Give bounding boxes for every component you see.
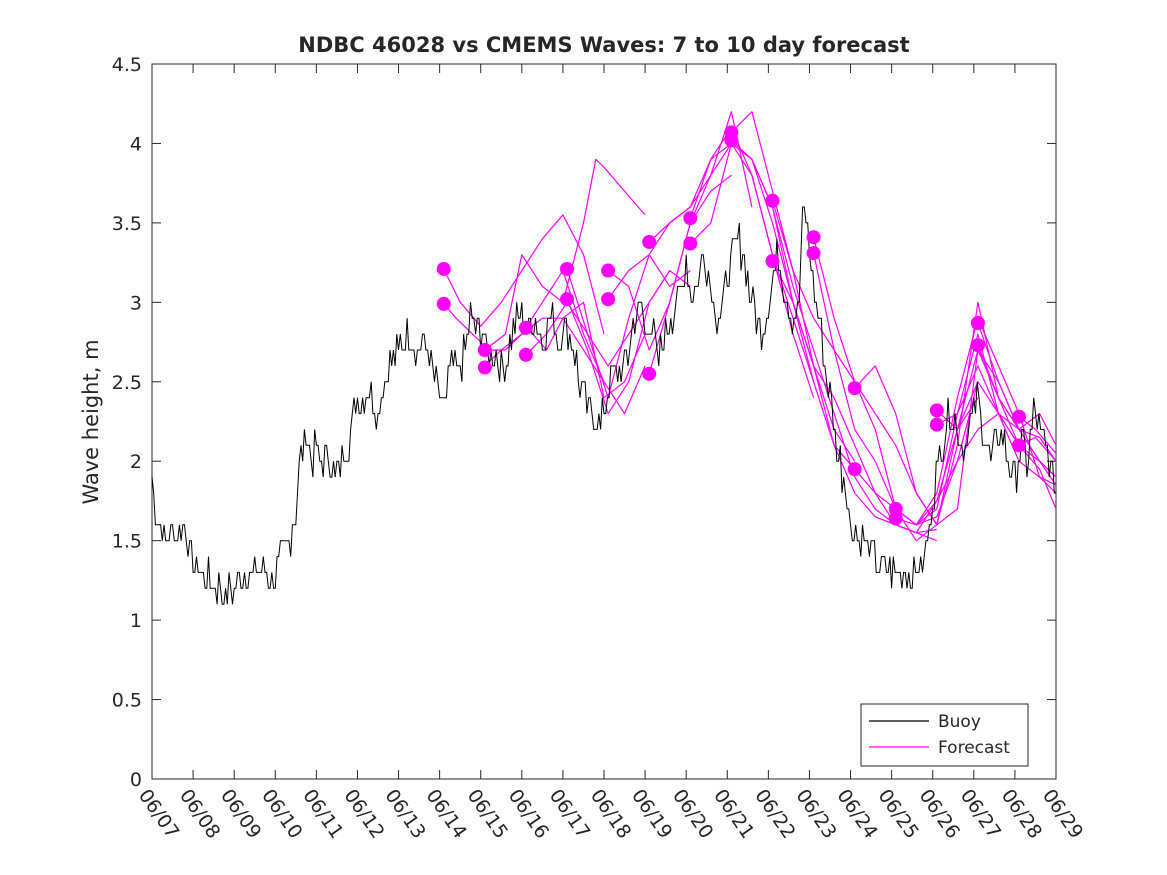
legend: Buoy Forecast bbox=[860, 703, 1029, 767]
forecast-line bbox=[443, 214, 605, 335]
forecast-start-marker bbox=[765, 254, 780, 269]
forecast-line bbox=[566, 254, 691, 399]
forecast-start-marker bbox=[970, 315, 985, 330]
y-tick-label: 4.5 bbox=[112, 54, 142, 76]
forecast-start-marker bbox=[601, 263, 616, 278]
forecast-start-marker bbox=[1012, 438, 1027, 453]
forecast-start-marker bbox=[560, 261, 575, 276]
forecast-line bbox=[443, 303, 605, 383]
forecast-line bbox=[854, 301, 1057, 526]
y-tick-label: 0 bbox=[130, 769, 142, 791]
y-tick-label: 1.5 bbox=[112, 531, 142, 553]
forecast-line bbox=[977, 322, 1057, 486]
y-tick-label: 3.5 bbox=[112, 213, 142, 235]
forecast-start-marker bbox=[518, 347, 533, 362]
forecast-start-marker bbox=[970, 338, 985, 353]
y-tick-label: 3 bbox=[130, 292, 142, 314]
forecast-start-marker bbox=[683, 211, 698, 226]
forecast-start-marker bbox=[477, 360, 492, 375]
forecast-start-marker bbox=[806, 246, 821, 261]
legend-buoy-label: Buoy bbox=[938, 712, 981, 732]
y-tick-label: 4 bbox=[130, 133, 142, 155]
forecast-start-marker bbox=[477, 343, 492, 357]
forecast-start-marker bbox=[847, 462, 862, 477]
forecast-start-marker bbox=[642, 234, 657, 249]
y-axis-label: Wave height, m bbox=[79, 339, 103, 504]
forecast-start-marker bbox=[683, 236, 698, 251]
forecast-start-marker bbox=[847, 381, 862, 396]
y-tick-label: 1 bbox=[130, 610, 142, 632]
axes-box bbox=[151, 63, 1057, 780]
forecast-line bbox=[484, 158, 646, 351]
forecast-start-marker bbox=[642, 366, 657, 381]
forecast-start-markers bbox=[436, 125, 1027, 526]
buoy-line bbox=[151, 206, 1056, 605]
y-tick-label: 0.5 bbox=[112, 690, 142, 712]
forecast-start-marker bbox=[929, 403, 944, 418]
forecast-line bbox=[525, 301, 646, 399]
forecast-start-marker bbox=[806, 230, 821, 245]
y-tick-label: 2 bbox=[130, 451, 142, 473]
y-axis: 0 0.5 1 1.5 2 2.5 3 3.5 4 4.5 bbox=[112, 54, 1056, 791]
forecast-line bbox=[689, 142, 856, 462]
forecast-start-marker bbox=[601, 292, 616, 307]
forecast-start-marker bbox=[518, 320, 533, 335]
forecast-start-marker bbox=[436, 296, 451, 311]
forecast-line bbox=[566, 270, 691, 415]
forecast-line bbox=[525, 270, 671, 367]
forecast-start-marker bbox=[1012, 409, 1027, 424]
forecast-start-marker bbox=[724, 133, 739, 148]
forecast-start-marker bbox=[888, 511, 903, 526]
forecast-line bbox=[771, 200, 979, 542]
forecast-start-marker bbox=[929, 417, 944, 432]
forecast-start-marker bbox=[436, 261, 451, 276]
legend-forecast-label: Forecast bbox=[938, 738, 1010, 758]
forecast-start-marker bbox=[560, 292, 575, 307]
forecast-start-marker bbox=[765, 193, 780, 208]
chart-title: NDBC 46028 vs CMEMS Waves: 7 to 10 day f… bbox=[298, 33, 909, 57]
buoy-series bbox=[151, 206, 1056, 605]
y-tick-label: 2.5 bbox=[112, 372, 142, 394]
legend-box bbox=[860, 703, 1029, 767]
